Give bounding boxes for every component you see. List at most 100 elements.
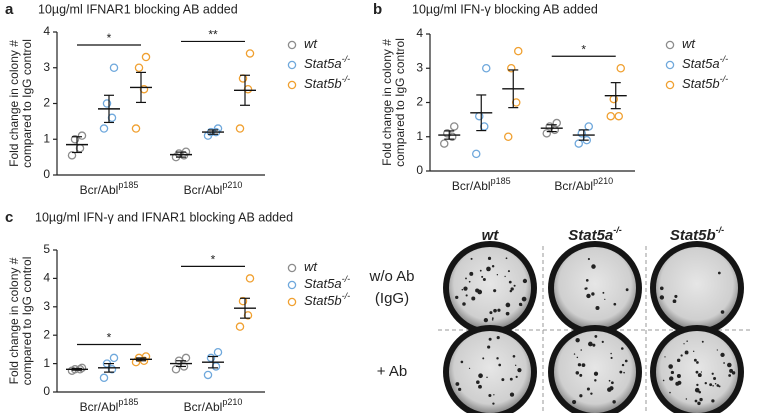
legend-entry: Stat5a-/- <box>682 54 728 71</box>
error-bar <box>208 129 218 135</box>
legend-entry: Stat5b-/- <box>304 74 350 91</box>
superscript: -/- <box>342 54 351 64</box>
data-point <box>131 124 141 133</box>
data-point <box>235 124 245 133</box>
dish-plate <box>449 247 531 329</box>
dish-plate <box>449 331 531 413</box>
colony <box>716 349 718 351</box>
data-point <box>506 64 516 73</box>
colony <box>612 400 616 404</box>
colony <box>510 287 514 291</box>
colony <box>509 289 513 293</box>
data-point <box>574 139 584 148</box>
chart-title: 10µg/ml IFNAR1 blocking AB added <box>38 2 238 16</box>
colony <box>701 340 704 343</box>
error-bar <box>72 136 82 154</box>
colony <box>505 302 511 308</box>
colony <box>488 337 492 341</box>
colony <box>520 304 523 307</box>
text-part: Bcr/Abl <box>184 183 223 197</box>
text-part: Stat5b <box>682 76 720 91</box>
colony <box>728 374 731 377</box>
colony <box>463 286 468 291</box>
data-point <box>238 296 248 306</box>
row-label: + Ab <box>377 363 407 380</box>
dish-plate <box>554 247 636 329</box>
colony <box>713 377 717 381</box>
text-part: Stat5b <box>304 76 342 91</box>
colony <box>585 279 589 282</box>
colony <box>700 371 703 373</box>
colony <box>505 257 508 260</box>
colony <box>595 305 600 311</box>
colony <box>482 357 485 360</box>
legend-marker <box>287 280 297 290</box>
colony <box>461 288 464 291</box>
panel-letter: a <box>5 1 14 18</box>
legend-marker <box>665 40 675 50</box>
colony <box>491 265 495 268</box>
legend-marker <box>287 40 297 50</box>
row-label: w/o Ab <box>368 268 414 285</box>
colony <box>669 391 671 394</box>
data-point <box>181 353 191 363</box>
column-label: wt <box>482 227 500 244</box>
colony <box>579 394 583 398</box>
text-part: Bcr/Abl <box>554 179 593 193</box>
text-part: Stat5a <box>304 56 342 71</box>
colony <box>471 296 476 301</box>
colony <box>594 379 597 382</box>
text-part: Stat5b <box>304 293 342 308</box>
colony <box>575 337 580 343</box>
colony <box>468 280 471 283</box>
data-point <box>245 274 255 283</box>
colony <box>460 360 464 364</box>
colony <box>697 401 701 406</box>
colony <box>623 371 625 374</box>
colony <box>486 376 488 379</box>
significance-label: * <box>581 42 586 56</box>
error-bar <box>240 74 250 106</box>
y-axis-label: Fold change in colony # <box>7 257 21 384</box>
error-bar <box>136 71 146 104</box>
text-part: wt <box>304 259 318 274</box>
colony <box>696 361 699 364</box>
colony <box>575 371 580 375</box>
colony <box>670 370 674 375</box>
colony <box>492 402 495 405</box>
y-tick-label: 5 <box>43 242 50 256</box>
x-tick-label: Bcr/Ablp185 <box>80 180 139 197</box>
colony <box>509 377 513 381</box>
text-part: Stat5a <box>304 276 342 291</box>
error-bar <box>176 151 186 158</box>
superscript: -/- <box>720 74 729 84</box>
significance-label: * <box>211 253 216 267</box>
colony <box>591 292 595 296</box>
legend-entry: Stat5b-/- <box>304 291 350 308</box>
legend-entry: Stat5a-/- <box>304 274 350 291</box>
colony <box>496 274 499 276</box>
panel-letter: c <box>5 209 13 226</box>
data-point <box>584 122 594 131</box>
colony <box>587 257 590 261</box>
data-point <box>552 118 562 128</box>
x-tick-label: Bcr/Ablp185 <box>452 176 511 193</box>
colony <box>497 308 501 312</box>
colony <box>699 397 703 402</box>
colony <box>714 382 717 385</box>
colony-dish <box>443 325 537 413</box>
colony <box>513 284 516 287</box>
data-point <box>503 132 513 141</box>
colony <box>591 264 596 269</box>
colony <box>493 289 497 293</box>
colony <box>462 302 466 306</box>
y-axis-label: Fold change in colony # <box>380 39 394 166</box>
colony <box>580 349 582 351</box>
column-label: Stat5a-/- <box>568 225 622 244</box>
data-point <box>134 63 144 73</box>
y-axis-label: compared to IgG control <box>20 39 34 168</box>
data-point <box>449 122 459 131</box>
colony <box>697 373 702 378</box>
colony <box>573 353 576 355</box>
colony <box>479 269 482 272</box>
